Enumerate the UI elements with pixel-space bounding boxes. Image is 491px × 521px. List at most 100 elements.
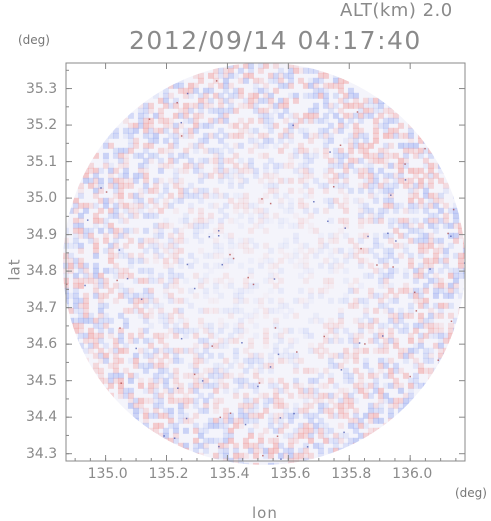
echo-cell (267, 72, 274, 79)
echo-cell (417, 262, 424, 269)
echo-cell (267, 437, 274, 444)
echo-cell (272, 62, 279, 69)
echo-cell (292, 152, 299, 159)
echo-cell (372, 177, 379, 184)
echo-cell (397, 252, 404, 259)
echo-cell (392, 112, 399, 119)
echo-cell (452, 327, 459, 334)
echo-cell (407, 222, 414, 229)
echo-cell (412, 287, 419, 294)
echo-cell (237, 242, 244, 249)
echo-cell (212, 402, 219, 409)
echo-cell (112, 232, 119, 239)
echo-cell (322, 407, 329, 414)
echo-cell (342, 277, 349, 284)
echo-cell (152, 422, 159, 429)
echo-cell (142, 112, 149, 119)
echo-cell (447, 337, 454, 344)
echo-cell (362, 297, 369, 304)
echo-cell (237, 402, 244, 409)
echo-cell (447, 292, 454, 299)
echo-cell (397, 352, 404, 359)
echo-cell (102, 352, 109, 359)
echo-cell (307, 222, 314, 229)
echo-cell (237, 177, 244, 184)
echo-cell (112, 342, 119, 349)
echo-cell (177, 232, 184, 239)
echo-cell (87, 312, 94, 319)
echo-cell (127, 142, 134, 149)
echo-cell (312, 397, 319, 404)
echo-cell (227, 147, 234, 154)
echo-cell (322, 437, 329, 444)
echo-cell (267, 172, 274, 179)
echo-cell (352, 302, 359, 309)
echo-cell (192, 387, 199, 394)
echo-cell (207, 307, 214, 314)
echo-cell (362, 422, 369, 429)
echo-cell (157, 157, 164, 164)
echo-cell (307, 452, 314, 459)
echo-cell (72, 282, 79, 289)
echo-cell (182, 107, 189, 114)
echo-cell (352, 367, 359, 374)
echo-cell (157, 222, 164, 229)
echo-cell (317, 117, 324, 124)
echo-cell (352, 422, 359, 429)
echo-cell (392, 342, 399, 349)
echo-cell (307, 92, 314, 99)
echo-cell (342, 372, 349, 379)
echo-dot (323, 335, 325, 338)
echo-cell (267, 257, 274, 264)
echo-cell (457, 257, 464, 264)
echo-cell (97, 182, 104, 189)
echo-cell (232, 122, 239, 129)
echo-cell (137, 162, 144, 169)
echo-cell (192, 222, 199, 229)
echo-cell (322, 102, 329, 109)
echo-cell (282, 407, 289, 414)
echo-cell (237, 327, 244, 334)
echo-cell (427, 277, 434, 284)
echo-dot (244, 423, 247, 426)
echo-cell (77, 257, 84, 264)
echo-cell (172, 157, 179, 164)
echo-cell (167, 222, 174, 229)
echo-cell (217, 422, 224, 429)
echo-cell (352, 132, 359, 139)
echo-cell (167, 132, 174, 139)
echo-cell (172, 372, 179, 379)
echo-cell (122, 342, 129, 349)
echo-cell (252, 307, 259, 314)
echo-cell (187, 382, 194, 389)
echo-cell (342, 162, 349, 169)
echo-cell (377, 107, 384, 114)
echo-cell (417, 202, 424, 209)
echo-cell (252, 387, 259, 394)
echo-cell (202, 357, 209, 364)
echo-cell (112, 267, 119, 274)
echo-cell (427, 322, 434, 329)
echo-cell (372, 307, 379, 314)
echo-cell (347, 92, 354, 99)
echo-cell (272, 282, 279, 289)
echo-cell (247, 337, 254, 344)
echo-cell (342, 92, 349, 99)
echo-cell (322, 172, 329, 179)
echo-cell (297, 407, 304, 414)
echo-cell (347, 377, 354, 384)
echo-cell (312, 442, 319, 449)
echo-cell (327, 437, 334, 444)
echo-cell (447, 352, 454, 359)
echo-cell (422, 367, 429, 374)
echo-cell (182, 277, 189, 284)
echo-cell (277, 82, 284, 89)
echo-cell (317, 372, 324, 379)
echo-cell (347, 137, 354, 144)
echo-cell (247, 212, 254, 219)
echo-cell (102, 157, 109, 164)
echo-cell (447, 177, 454, 184)
echo-cell (197, 352, 204, 359)
echo-cell (352, 247, 359, 254)
echo-cell (297, 222, 304, 229)
